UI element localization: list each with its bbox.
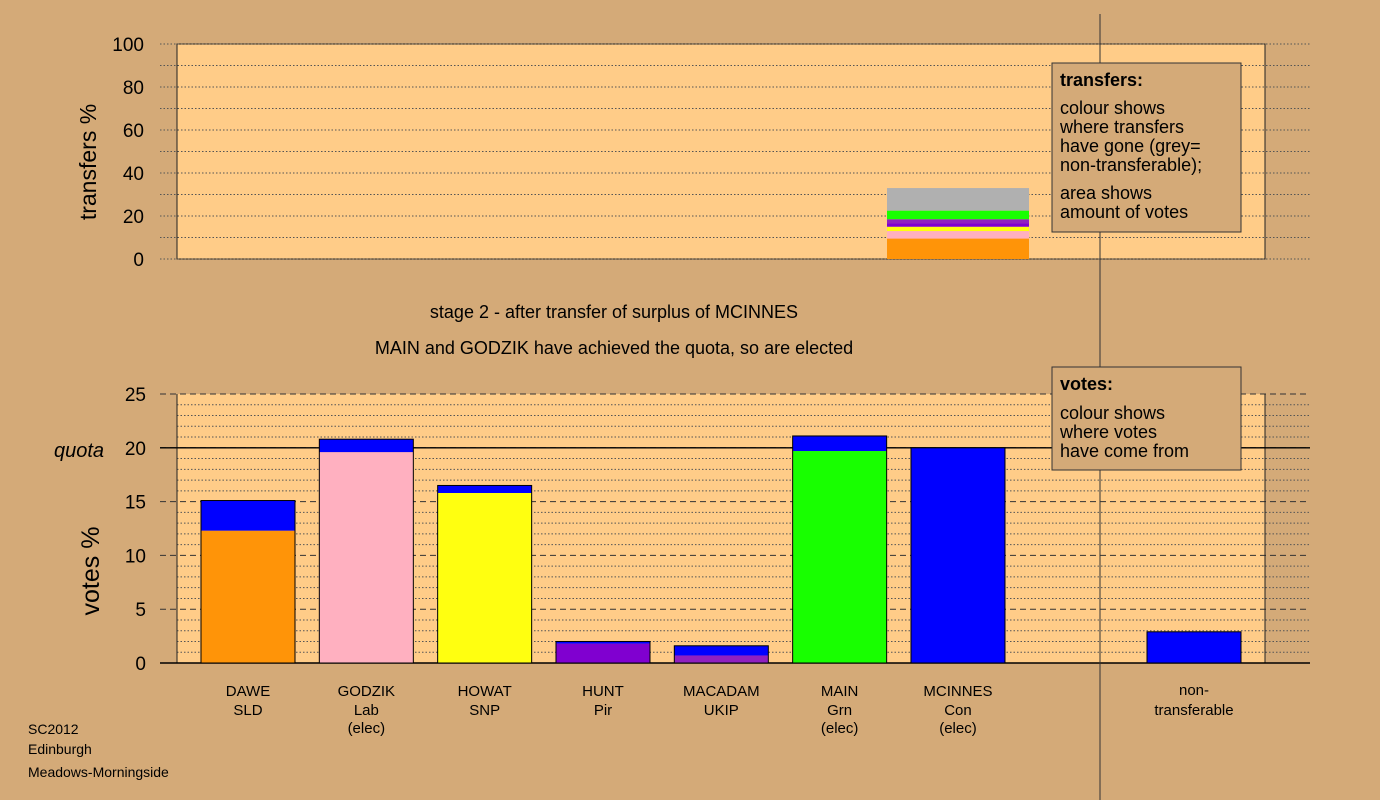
candidate-label: SLD (233, 702, 262, 719)
candidate-label: Grn (827, 702, 852, 719)
vote-bar-outline (1146, 631, 1242, 664)
candidate-label: Con (944, 702, 972, 719)
vote-segment (201, 530, 295, 663)
vote-segment (555, 643, 650, 663)
candidate-label: (elec) (348, 720, 386, 737)
footer-council: Edinburgh (28, 741, 92, 757)
vote-bar-outline (555, 640, 651, 664)
vote-segment (674, 645, 769, 656)
transfers-tick-label: 60 (123, 121, 144, 142)
candidate-label: MACADAM (683, 683, 760, 700)
footer-ward: Meadows-Morningside (28, 764, 169, 780)
transfers-legend-line: colour shows (1060, 98, 1165, 118)
candidate-label: HOWAT (458, 683, 512, 700)
transfer-segment (887, 223, 1029, 227)
transfer-segment (887, 226, 1029, 232)
vote-bar-outline (910, 447, 1006, 664)
footer-election: SC2012 (28, 721, 79, 737)
votes-legend-box (1051, 366, 1242, 471)
vote-segment (1147, 631, 1241, 663)
transfer-segment (887, 231, 1029, 239)
vote-bar-outline (437, 484, 533, 664)
vote-segment (792, 435, 887, 452)
candidate-label: (elec) (821, 720, 859, 737)
transfers-y-ticks: 0 20 40 60 80 100 (112, 35, 144, 271)
votes-tick-label: 25 (125, 385, 146, 406)
transfers-tick-label: 40 (123, 164, 144, 185)
vote-bar-outline (318, 438, 414, 664)
candidate-label: Lab (354, 702, 379, 719)
vote-segment (910, 447, 1005, 663)
votes-tick-label: 20 (125, 439, 146, 460)
vote-segment (319, 439, 414, 453)
candidate-label: SNP (469, 702, 500, 719)
transfers-legend-box (1051, 62, 1242, 233)
transfer-segment (887, 219, 1029, 224)
transfers-y-axis-label: transfers % (75, 104, 101, 220)
candidate-label: MCINNES (923, 683, 992, 700)
vote-segment (674, 655, 769, 663)
transfer-segment (887, 238, 1029, 259)
vote-segment (201, 500, 295, 531)
stage-title: stage 2 - after transfer of surplus of M… (430, 302, 798, 322)
quota-label: quota (54, 440, 104, 462)
transfers-bar (887, 188, 1029, 259)
transfers-gridlines (160, 43, 1310, 260)
transfers-legend-line: non-transferable); (1060, 155, 1202, 175)
vote-segment (319, 452, 414, 663)
transfers-tick-label: 80 (123, 78, 144, 99)
transfers-legend-line: have gone (grey= (1060, 136, 1201, 156)
transfers-tick-label: 20 (123, 207, 144, 228)
votes-tick-label: 0 (135, 654, 146, 675)
candidate-label: UKIP (704, 702, 739, 719)
candidate-label: transferable (1154, 702, 1233, 719)
transfers-legend-line: area shows (1060, 183, 1152, 203)
transfer-segment (887, 210, 1029, 220)
vote-bar-outline (792, 435, 888, 664)
vote-segment (555, 641, 650, 644)
votes-legend-title: votes: (1060, 374, 1113, 394)
votes-bars (200, 435, 1242, 664)
votes-legend-line: colour shows (1060, 403, 1165, 423)
votes-tick-label: 5 (135, 600, 146, 621)
elected-subtitle: MAIN and GODZIK have achieved the quota,… (375, 338, 853, 358)
transfers-legend: transfers: colour shows where transfers … (1051, 62, 1242, 233)
candidate-label: non- (1179, 682, 1209, 699)
vote-bar-outline (200, 500, 296, 664)
transfers-legend-line: where transfers (1059, 117, 1184, 137)
candidate-label: GODZIK (338, 683, 396, 700)
transfers-tick-label: 100 (112, 35, 144, 56)
votes-legend-line: where votes (1059, 422, 1157, 442)
vote-segment (437, 485, 532, 493)
candidate-label: DAWE (226, 683, 270, 700)
votes-y-axis-label: votes % (77, 527, 105, 616)
transfers-legend-title: transfers: (1060, 70, 1143, 90)
vote-bar-outline (673, 645, 769, 664)
vote-segment (792, 451, 887, 663)
candidate-label: MAIN (821, 683, 859, 700)
transfers-legend-line: amount of votes (1060, 202, 1188, 222)
vote-segment (437, 492, 532, 663)
candidate-label: HUNT (582, 683, 624, 700)
transfer-segment (887, 188, 1029, 211)
votes-tick-label: 10 (125, 546, 146, 567)
candidate-labels: DAWESLDGODZIKLab(elec)HOWATSNPHUNTPirMAC… (226, 682, 1234, 737)
votes-legend: votes: colour shows where votes have com… (1051, 366, 1242, 471)
votes-tick-label: 15 (125, 493, 146, 514)
candidate-label: (elec) (939, 720, 977, 737)
votes-y-ticks: 0 5 10 15 20 25 (125, 385, 146, 675)
candidate-label: Pir (594, 702, 612, 719)
transfers-tick-label: 0 (133, 250, 144, 271)
votes-legend-line: have come from (1060, 441, 1189, 461)
